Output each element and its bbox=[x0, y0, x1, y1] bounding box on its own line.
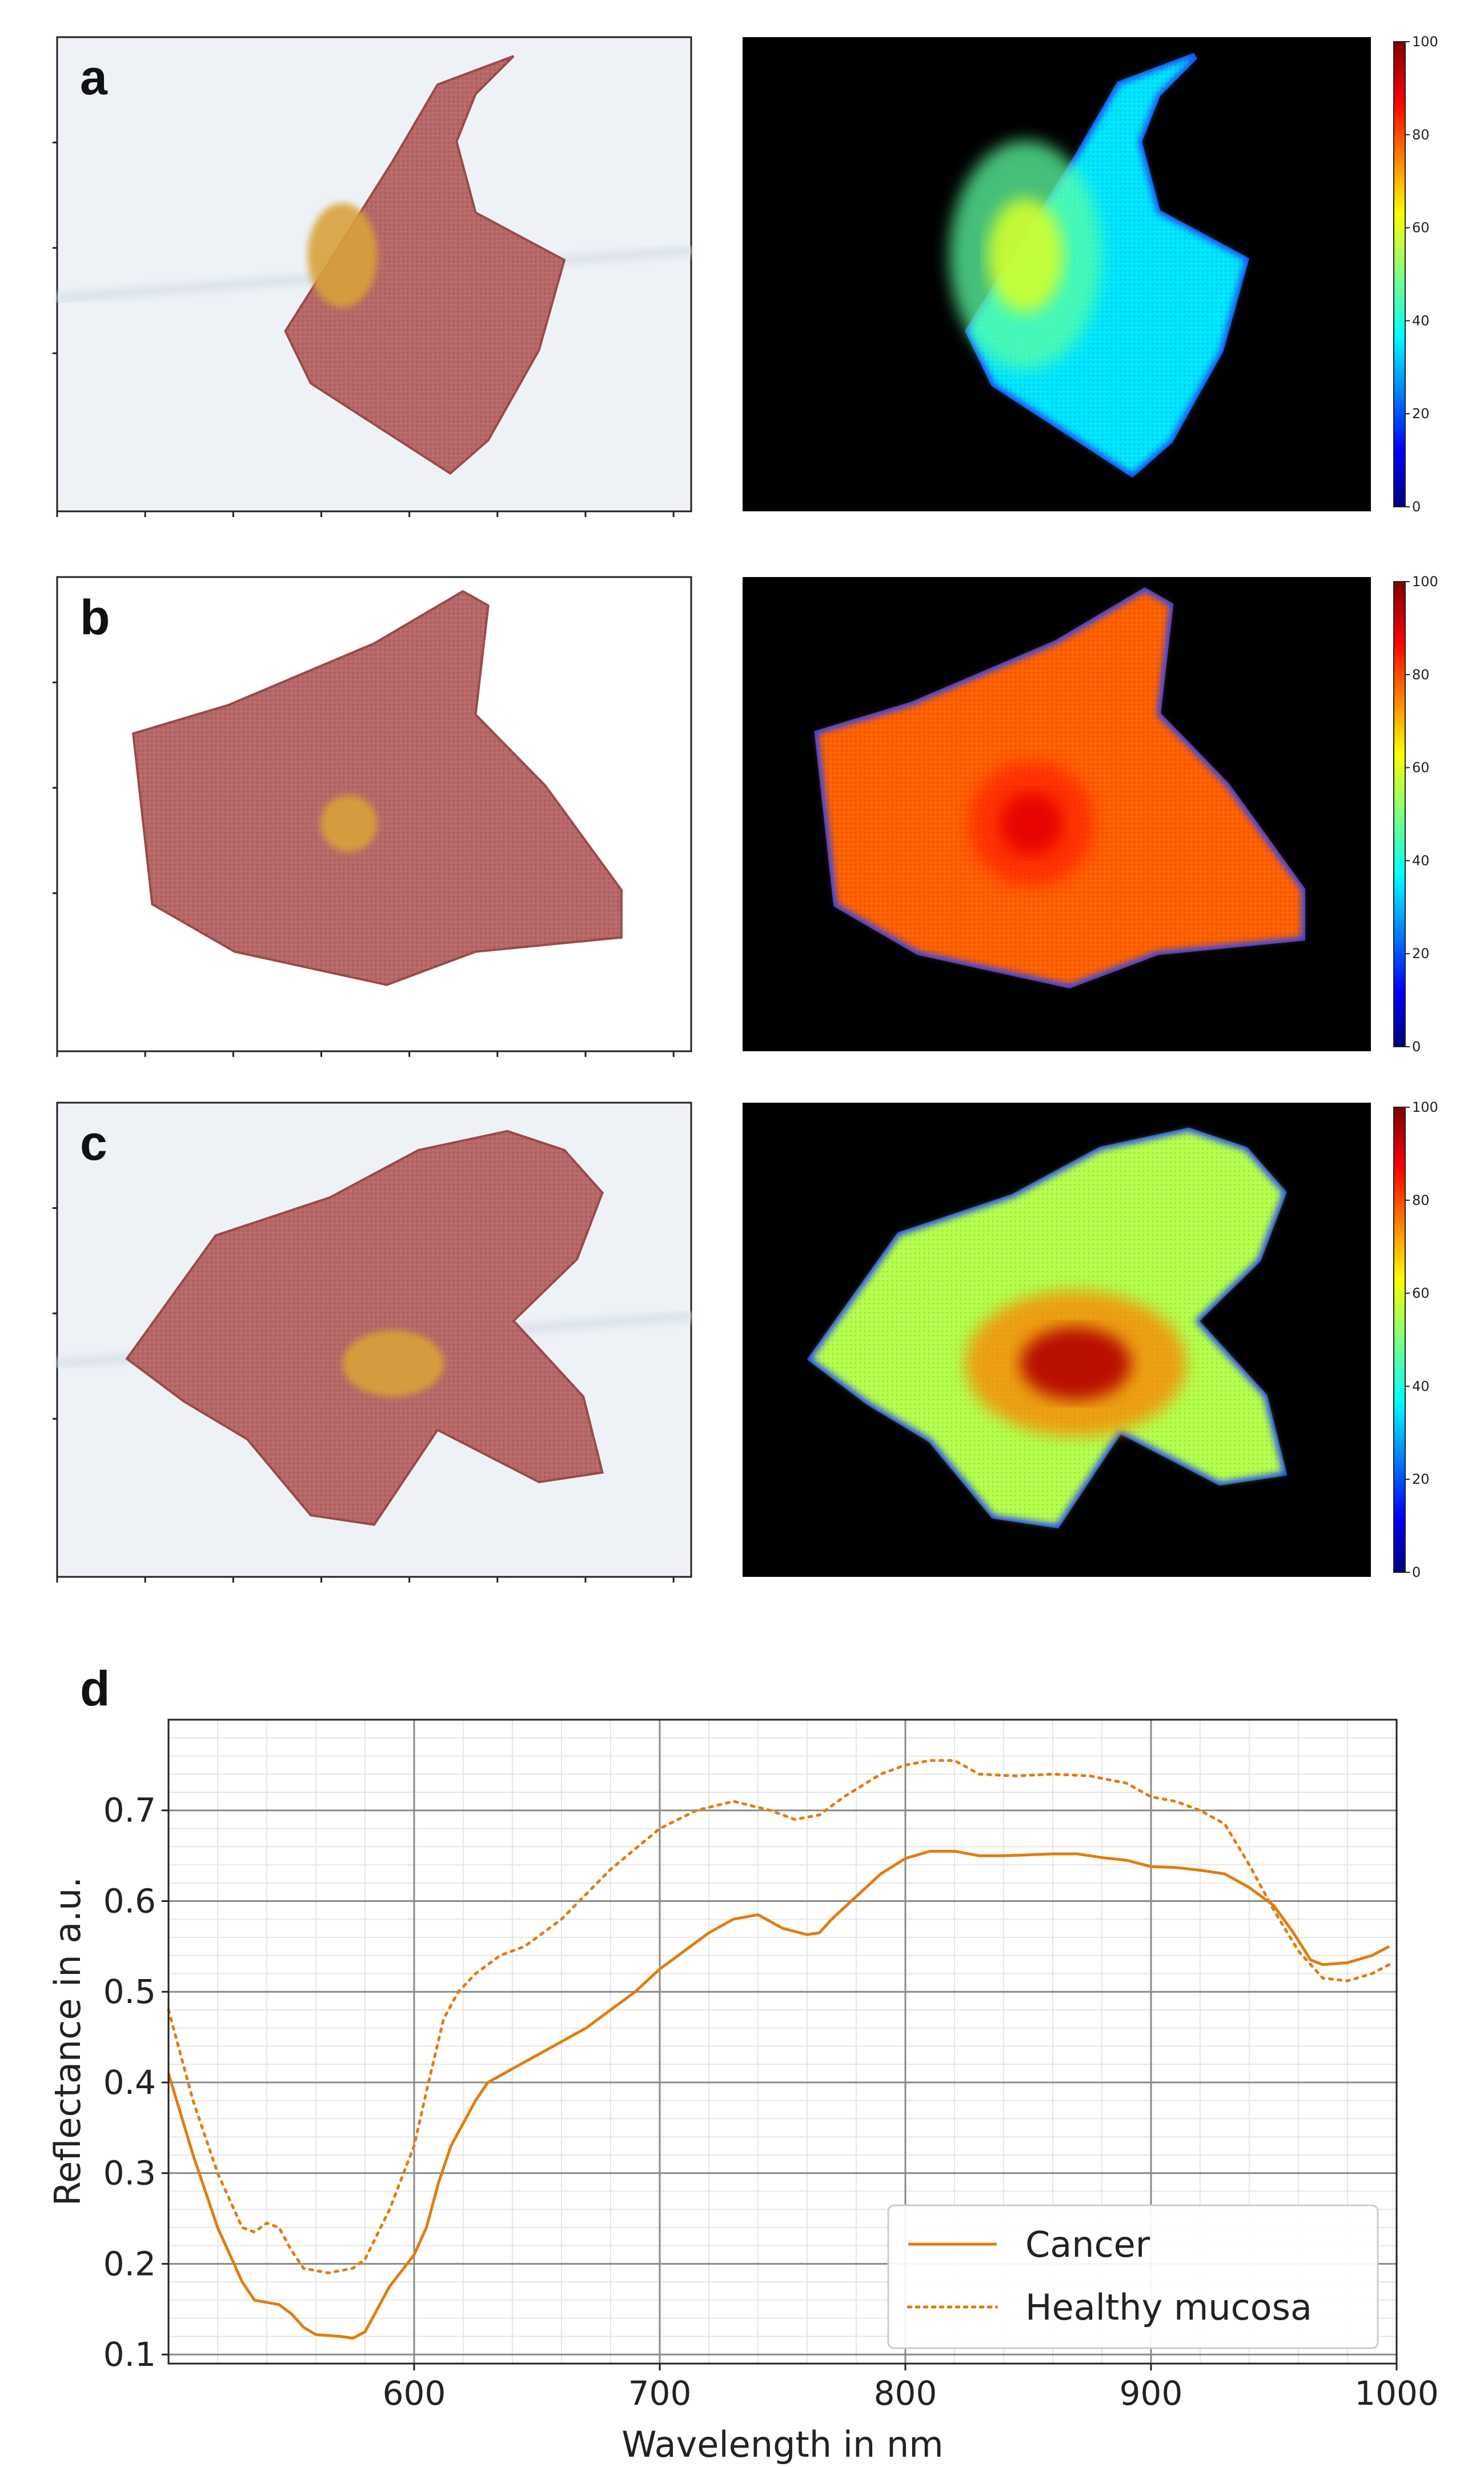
panel-label-d: d bbox=[80, 1661, 110, 1716]
panel-row-a: a 100 80 60 40 20 0 bbox=[53, 34, 1438, 517]
hsi-texture bbox=[969, 56, 1245, 474]
image-panels: a 100 80 60 40 20 0 b 100 80 60 40 20 0 c 100 80 60 40 20 0 bbox=[53, 34, 1438, 1583]
panel-label-b: b bbox=[80, 590, 110, 645]
x-axis-ticks: 600 700 800 900 1000 bbox=[383, 2364, 1439, 2413]
colorbar-tick-label: 40 bbox=[1412, 1378, 1430, 1394]
tumor-region bbox=[307, 203, 378, 308]
hsi-tumor-region bbox=[1000, 792, 1063, 855]
series-line-healthy-mucosa bbox=[167, 1759, 1391, 2274]
hsi-tumor-region bbox=[987, 198, 1064, 313]
plot-frame bbox=[167, 1719, 1398, 2365]
x-tick-label: 600 bbox=[383, 2374, 446, 2413]
y-tick-label: 0.4 bbox=[103, 2063, 156, 2102]
rgb-photo-a: a bbox=[53, 36, 692, 517]
hsi-map-c bbox=[743, 1103, 1371, 1577]
colorbar-tick-label: 0 bbox=[1412, 1564, 1421, 1580]
colorbar-tick-label: 40 bbox=[1412, 852, 1430, 868]
x-tick-label: 1000 bbox=[1354, 2374, 1439, 2413]
colorbar-tick-label: 60 bbox=[1412, 1285, 1430, 1301]
colorbar-tick-label: 80 bbox=[1412, 667, 1430, 683]
colorbar-tick-label: 40 bbox=[1412, 313, 1430, 329]
y-axis-ticks: 0.1 0.2 0.3 0.4 0.5 0.6 0.7 bbox=[103, 1791, 169, 2374]
hsi-map-a bbox=[743, 37, 1371, 511]
y-tick-label: 0.6 bbox=[103, 1881, 156, 1920]
tissue-texture bbox=[285, 56, 564, 474]
y-tick-label: 0.7 bbox=[103, 1791, 156, 1830]
colorbar-tick-label: 100 bbox=[1412, 574, 1438, 590]
colorbar-tick-label: 100 bbox=[1412, 1099, 1438, 1115]
rgb-photo-c: c bbox=[53, 1102, 692, 1583]
y-tick-label: 0.1 bbox=[103, 2335, 156, 2374]
colorbar-c bbox=[1393, 1107, 1406, 1573]
colorbar-tick-label: 0 bbox=[1412, 1039, 1421, 1055]
x-axis-label: Wavelength in nm bbox=[621, 2424, 943, 2465]
y-tick-label: 0.3 bbox=[103, 2154, 156, 2193]
colorbar-tick-label: 60 bbox=[1412, 220, 1430, 236]
hsi-map-b bbox=[743, 577, 1371, 1051]
reflectance-chart: d 600 700 800 900 1000 0.1 0.2 0.3 0.4 0.5 0.6 0.7… bbox=[47, 1661, 1439, 2465]
colorbar-tick-label: 0 bbox=[1412, 499, 1421, 515]
panel-row-b: b 100 80 60 40 20 0 bbox=[53, 574, 1438, 1057]
y-tick-label: 0.5 bbox=[103, 1972, 156, 2011]
colorbar-tick-label: 80 bbox=[1412, 1192, 1430, 1208]
legend-label-cancer: Cancer bbox=[1025, 2224, 1150, 2265]
colorbar-tick-label: 100 bbox=[1412, 34, 1438, 50]
tumor-region bbox=[320, 795, 378, 852]
tissue-texture bbox=[127, 1131, 603, 1525]
series-layer bbox=[167, 1759, 1391, 2340]
panel-row-c: c 100 80 60 40 20 0 bbox=[53, 1099, 1438, 1583]
colorbar-tick-label: 20 bbox=[1412, 406, 1430, 422]
legend: Cancer Healthy mucosa bbox=[887, 2204, 1379, 2349]
y-tick-label: 0.2 bbox=[103, 2244, 156, 2283]
panel-label-a: a bbox=[80, 50, 108, 105]
hsi-tumor-region bbox=[1020, 1327, 1131, 1400]
x-tick-label: 900 bbox=[1120, 2374, 1183, 2413]
tissue-texture bbox=[133, 591, 621, 985]
series-line-cancer bbox=[167, 1849, 1390, 2340]
legend-box bbox=[887, 2204, 1379, 2349]
colorbar-tick-label: 20 bbox=[1412, 1471, 1430, 1487]
x-tick-label: 800 bbox=[874, 2374, 937, 2413]
colorbar-b bbox=[1393, 581, 1406, 1047]
colorbar-a bbox=[1393, 41, 1406, 507]
x-tick-label: 700 bbox=[628, 2374, 692, 2413]
colorbar-tick-label: 80 bbox=[1412, 127, 1430, 143]
rgb-photo-b: b bbox=[53, 576, 692, 1057]
y-axis-label: Reflectance in a.u. bbox=[47, 1877, 89, 2206]
panel-label-c: c bbox=[80, 1116, 107, 1171]
colorbar-tick-label: 20 bbox=[1412, 946, 1430, 962]
legend-label-healthy-mucosa: Healthy mucosa bbox=[1025, 2286, 1312, 2328]
colorbar-tick-label: 60 bbox=[1412, 760, 1430, 776]
tumor-region bbox=[342, 1330, 444, 1397]
